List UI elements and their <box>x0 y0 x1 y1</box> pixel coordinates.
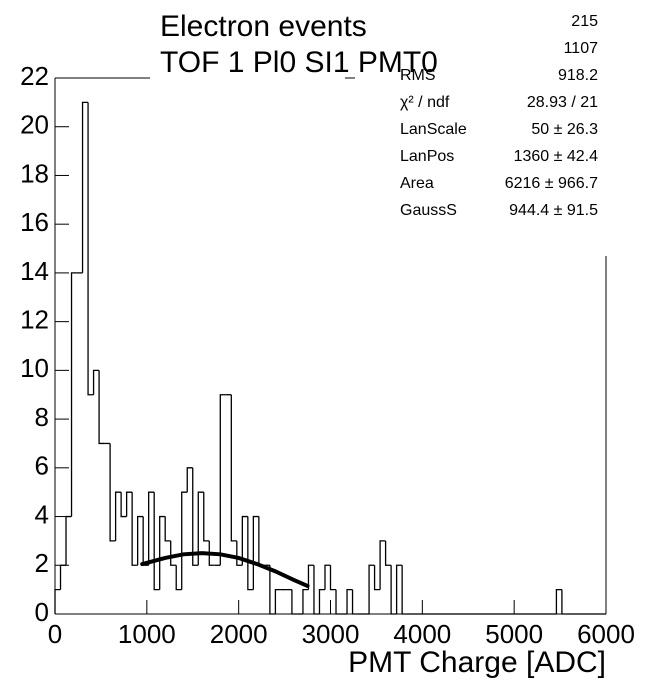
histogram-bin <box>186 467 193 493</box>
x-tick-label: 1000 <box>118 619 176 649</box>
histogram-bin <box>164 516 171 542</box>
histogram-bin <box>203 492 210 542</box>
histogram-bin <box>208 540 215 566</box>
histogram-bin <box>346 588 353 614</box>
histogram-bin <box>153 492 160 591</box>
labels: 0 2 4 6 8 10 12 14 16 18 20 22 0 1000 2000 3000 4000 5000… <box>20 13 635 649</box>
y-tick-label: 20 <box>20 110 49 140</box>
histogram-bin <box>324 564 331 590</box>
y-tick-label: 22 <box>20 61 49 91</box>
histogram-bin <box>252 515 259 590</box>
histogram-bin <box>373 565 381 591</box>
histogram-bin <box>125 491 133 517</box>
y-tick-label: 8 <box>35 402 49 432</box>
stat-value: 918.2 <box>558 67 598 84</box>
histogram-bin <box>65 515 72 566</box>
histogram-bin <box>302 588 309 614</box>
x-tick-label: 4000 <box>393 619 451 649</box>
stats-box <box>355 0 668 256</box>
histogram-bin <box>81 101 89 273</box>
histogram-bin <box>241 515 248 566</box>
stat-name: GaussS <box>400 202 457 219</box>
histogram-bin <box>181 491 188 590</box>
histogram-bin <box>236 540 243 566</box>
y-tick-label: 16 <box>20 207 49 237</box>
histogram-bin <box>318 588 325 614</box>
y-tick-label: 14 <box>20 256 49 286</box>
histogram-bin <box>197 491 204 566</box>
histogram-bin <box>170 540 177 566</box>
histogram-bin <box>70 272 78 517</box>
histogram-bin <box>219 394 226 566</box>
stat-name: LanPos <box>400 148 454 165</box>
x-tick-label: 2000 <box>210 619 268 649</box>
histogram-bin <box>329 565 337 591</box>
chart-subtitle: TOF 1 Pl0 SI1 PMT0 <box>160 46 438 79</box>
histogram-bin <box>192 467 199 566</box>
histogram-bin <box>247 516 254 591</box>
stat-value: 50 ± 26.3 <box>531 121 598 138</box>
stat-value: 944.4 ± 91.5 <box>509 202 598 219</box>
chart-title: Electron events <box>160 10 367 43</box>
histogram-bin <box>87 102 94 396</box>
y-tick-label: 18 <box>20 158 49 188</box>
histogram-bin <box>98 370 105 445</box>
stat-name: Area <box>400 175 434 192</box>
histogram-bin <box>131 492 138 566</box>
fit-curve <box>140 551 310 588</box>
y-tick-label: 0 <box>35 597 49 627</box>
histogram-bin <box>274 588 281 614</box>
y-tick-label: 12 <box>20 305 49 335</box>
stat-name: LanScale <box>400 121 467 138</box>
y-tick-label: 6 <box>35 451 49 481</box>
histogram-bin <box>395 564 403 614</box>
histogram-bin <box>368 564 375 614</box>
x-axis-label: PMT Charge [ADC] <box>348 646 606 679</box>
histogram-bin <box>92 369 100 395</box>
y-tick-label: 10 <box>20 353 49 383</box>
title-box <box>150 0 345 80</box>
histogram-bin <box>109 443 116 542</box>
histogram-bin <box>379 540 386 590</box>
histogram-bin <box>307 564 314 590</box>
stat-value: 6216 ± 966.7 <box>505 175 598 192</box>
histogram-bin <box>384 540 392 566</box>
stat-value: 1107 <box>564 40 599 57</box>
histogram-bin <box>175 565 182 591</box>
x-tick-label: 3000 <box>302 619 360 649</box>
y-tick-label: 4 <box>35 499 49 529</box>
histogram-bin <box>159 515 166 590</box>
histogram-bin <box>59 564 67 590</box>
stat-value: 28.93 / 21 <box>527 94 598 111</box>
stat-name: RMS <box>400 67 436 84</box>
x-tick-label: 5000 <box>485 619 543 649</box>
x-tick-label: 0 <box>48 619 62 649</box>
histogram-bin <box>137 515 144 566</box>
x-tick-label: 6000 <box>577 619 635 649</box>
histogram-bin <box>120 492 127 518</box>
histogram-bin <box>114 491 122 541</box>
stat-value: 215 <box>571 13 598 30</box>
stat-name: χ² / ndf <box>400 94 450 111</box>
y-tick-label: 2 <box>35 548 49 578</box>
histogram-bin <box>555 588 562 614</box>
histogram-bin <box>230 394 237 542</box>
stat-value: 1360 ± 42.4 <box>514 148 599 165</box>
histogram-bin <box>148 491 155 566</box>
